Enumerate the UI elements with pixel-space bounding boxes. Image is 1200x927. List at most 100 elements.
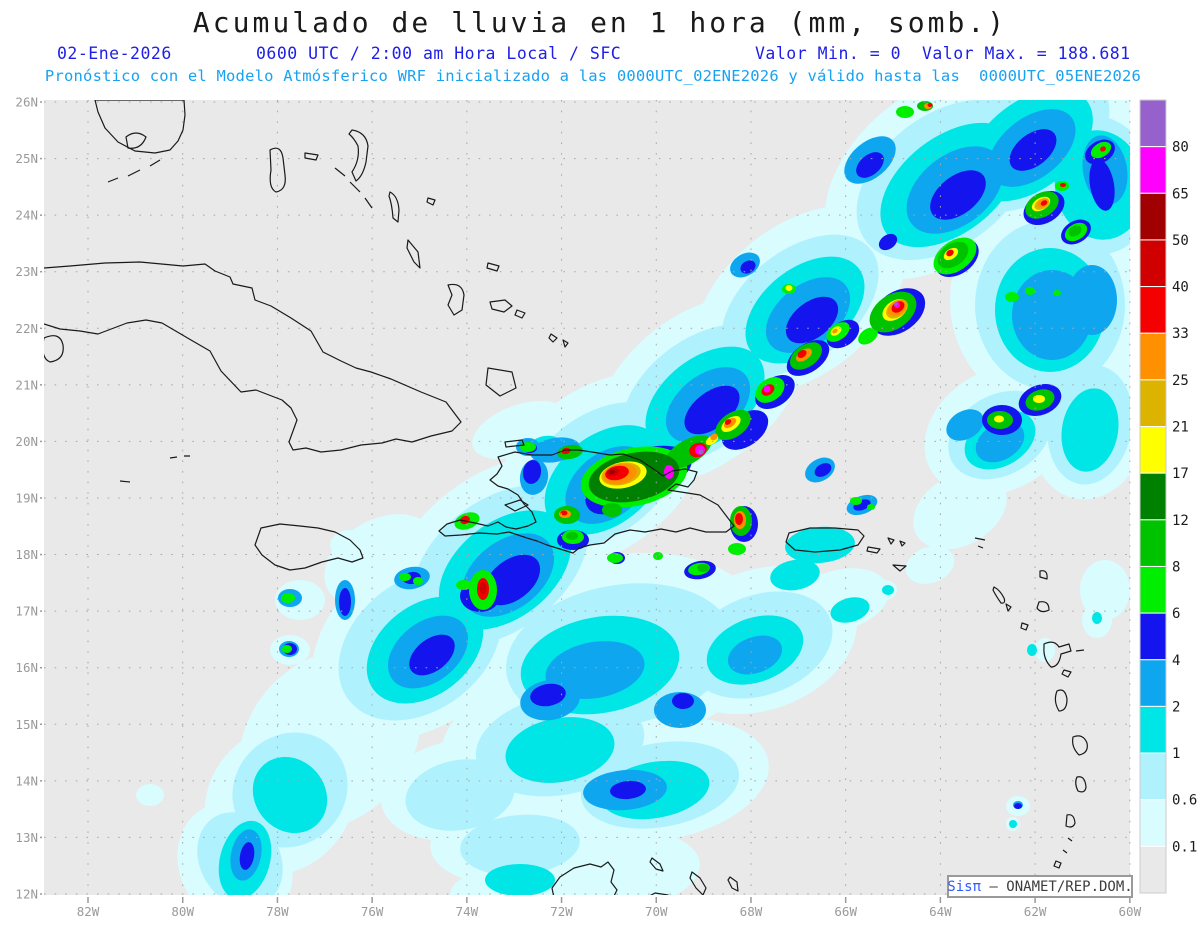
lon-label: 74W: [456, 904, 479, 919]
coastline-gonave: [504, 499, 529, 512]
precipitation-layer: [136, 100, 1130, 895]
precip-blob: [727, 635, 783, 675]
precip-blob: [905, 546, 955, 584]
lon-label: 66W: [834, 904, 857, 919]
precip-blob: [1060, 183, 1066, 187]
precip-blob: [740, 260, 756, 274]
min-max-values: Valor Min. = 0 Valor Max. = 188.681: [755, 44, 1131, 63]
coastline-st-lucia: [1075, 776, 1087, 793]
precip-blob: [282, 645, 292, 653]
precip-blob: [856, 152, 884, 178]
precip-blob: [735, 513, 743, 525]
coastline-anguilla: [974, 537, 986, 549]
lat-label: 16N: [15, 660, 38, 675]
lat-label: 24N: [15, 208, 38, 223]
coastline-cat-island: [388, 191, 400, 223]
precip-blob: [913, 470, 1007, 550]
precip-blob: [697, 564, 709, 572]
coastline-inagua: [485, 367, 517, 397]
coastline-st-kitts: [992, 586, 1012, 612]
precip-blob: [770, 559, 820, 591]
precip-blob: [557, 444, 583, 460]
precip-blob: [1009, 820, 1017, 828]
precip-blob: [814, 463, 832, 477]
colorbar-label: 8: [1172, 559, 1180, 575]
coastline-isla-juventud: [44, 335, 64, 363]
lat-label: 13N: [15, 830, 38, 845]
lon-label: 60W: [1119, 904, 1142, 919]
precip-blob: [867, 504, 875, 510]
precip-blob: [684, 385, 740, 435]
colorbar-segment: [1139, 99, 1167, 148]
precip-blob: [1040, 200, 1048, 206]
coastline-eleuthera: [348, 129, 369, 182]
colorbar-segment: [1139, 192, 1167, 241]
precip-blob: [1025, 287, 1035, 295]
precip-blob: [785, 296, 839, 344]
coastline-florida-bay: [125, 132, 147, 149]
colorbar-segment: [1139, 799, 1167, 847]
precip-blob: [882, 585, 894, 595]
precip-blob: [1053, 290, 1061, 296]
lat-label: 17N: [15, 604, 38, 619]
colorbar-label: 0.6: [1172, 793, 1197, 809]
coastline-st-croix: [892, 564, 907, 572]
colorbar-label: 40: [1172, 280, 1189, 296]
lat-label: 15N: [15, 717, 38, 732]
colorbar-segment: [1139, 659, 1167, 707]
precip-blob: [560, 510, 568, 516]
precip-blob: [1061, 388, 1119, 472]
precip-blob: [405, 759, 515, 831]
lat-label: 18N: [15, 547, 38, 562]
precip-blob: [399, 573, 411, 581]
lon-label: 68W: [740, 904, 763, 919]
precip-blob: [530, 683, 566, 707]
colorbar-segment: [1139, 426, 1167, 474]
coastline-guadeloupe: [1043, 641, 1072, 668]
lat-label: 23N: [15, 264, 38, 279]
forecast-init-line: Pronóstico con el Modelo Atmósferico WRF…: [44, 67, 1142, 85]
coastline-layer: [44, 100, 1088, 895]
watermark-text: – ONAMET/REP.DOM.: [981, 878, 1133, 895]
colorbar-segment: [1139, 612, 1167, 661]
colorbar-segment: [1139, 752, 1167, 801]
coastline-san-salvador: [426, 197, 436, 206]
precip-blob: [566, 532, 578, 540]
precip-blob: [832, 328, 838, 334]
lat-label: 12N: [15, 886, 38, 901]
lon-label: 82W: [77, 904, 100, 919]
colorbar-label: 2: [1172, 699, 1180, 715]
precip-blob: [409, 634, 455, 676]
precip-blob: [858, 327, 878, 345]
precip-blob: [797, 349, 807, 359]
colorbar-label: 1: [1172, 746, 1180, 762]
precip-blob: [672, 693, 694, 709]
page-title: Acumulado de lluvia en 1 hora (mm, somb.…: [192, 6, 1008, 39]
lon-label: 64W: [929, 904, 952, 919]
colorbar-segment: [1139, 332, 1167, 381]
precip-blob: [1009, 129, 1057, 171]
precip-blob: [479, 582, 487, 594]
colorbar-label: 65: [1172, 186, 1189, 202]
watermark-brand: Sisπ: [947, 878, 981, 895]
coastline-dominica: [1054, 689, 1068, 712]
lon-label: 80W: [171, 904, 194, 919]
colorbar-segment: [1139, 286, 1167, 334]
colorbar-label: 33: [1172, 326, 1189, 342]
precip-blob: [609, 469, 615, 475]
precip-blob: [763, 385, 771, 393]
coastline-caicos: [489, 299, 526, 319]
precip-blob: [724, 419, 732, 425]
precip-blob: [413, 577, 423, 585]
precip-blob: [710, 433, 718, 441]
precip-blob: [1027, 644, 1037, 656]
coastline-long-island: [406, 239, 421, 269]
precip-blob: [1014, 803, 1022, 809]
precip-blob: [1035, 638, 1055, 662]
precip-blob: [602, 503, 622, 517]
colorbar-label: 0.1: [1172, 839, 1197, 855]
precip-blob: [610, 780, 646, 800]
lat-label: 26N: [15, 95, 38, 110]
